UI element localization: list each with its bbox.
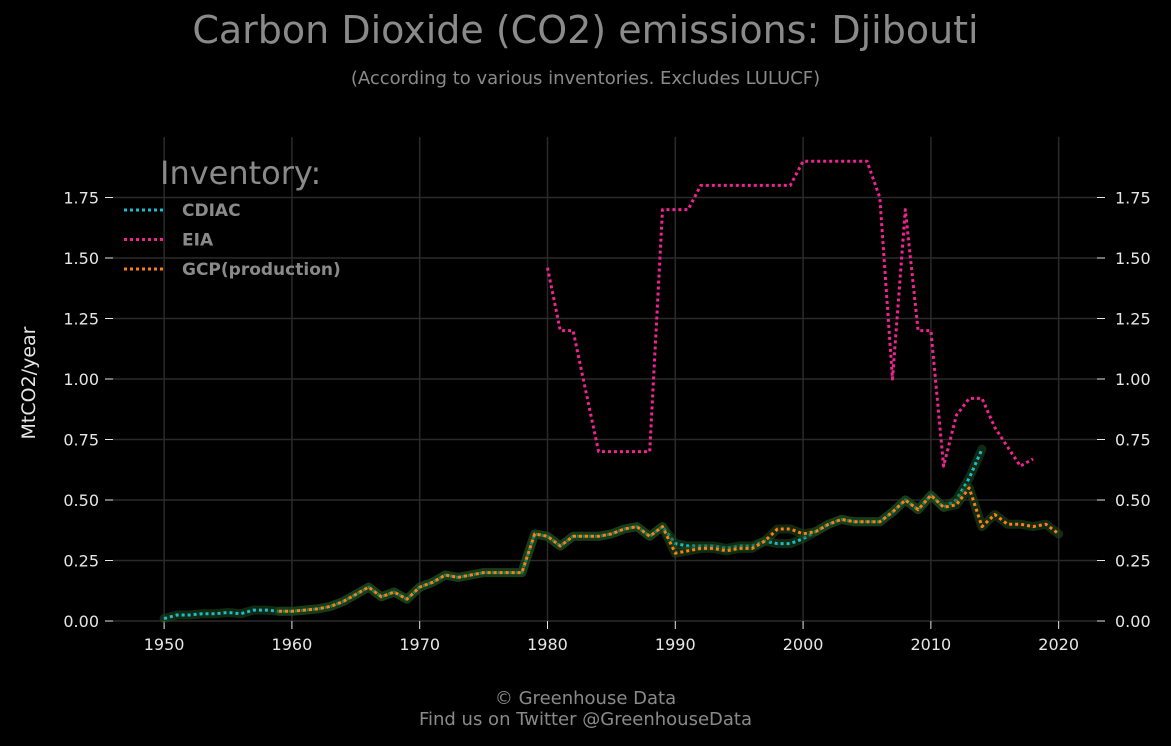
series-lines xyxy=(159,159,1064,624)
y-tick-label: 0.00 xyxy=(1115,612,1151,631)
y-tick-label: 0.25 xyxy=(63,552,99,571)
series-line xyxy=(279,486,1060,613)
y-tick-label: 0.75 xyxy=(1115,431,1151,450)
legend-label: EIA xyxy=(182,231,214,251)
y-tick-label: 0.25 xyxy=(1115,552,1151,571)
y-axis-right: 0.00 0.25 0.50 0.75 1.00 1.25 1.50 1.75 xyxy=(1097,189,1151,631)
legend: Inventory: CDIAC EIA GCP(production) xyxy=(124,154,341,280)
y-tick-label: 1.75 xyxy=(63,189,99,208)
y-tick-label: 0.50 xyxy=(1115,491,1151,510)
x-tick-label: 1960 xyxy=(272,635,313,654)
x-axis: 1950 1960 1970 1980 1990 2000 2010 2020 xyxy=(144,621,1079,654)
x-tick-label: 1980 xyxy=(527,635,568,654)
legend-label: GCP(production) xyxy=(182,260,341,280)
y-tick-label: 0.00 xyxy=(63,612,99,631)
y-tick-label: 1.75 xyxy=(1115,189,1151,208)
y-tick-label: 1.00 xyxy=(1115,370,1151,389)
y-tick-label: 1.00 xyxy=(63,370,99,389)
x-tick-label: 1970 xyxy=(399,635,440,654)
legend-label: CDIAC xyxy=(182,201,241,221)
chart-title: Carbon Dioxide (CO2) emissions: Djibouti xyxy=(192,8,979,52)
y-tick-label: 1.25 xyxy=(1115,310,1151,329)
y-tick-label: 1.50 xyxy=(63,249,99,268)
legend-title: Inventory: xyxy=(160,154,321,192)
y-tick-label: 0.75 xyxy=(63,431,99,450)
footer-copyright: © Greenhouse Data xyxy=(494,688,677,709)
y-axis-label: MtCO2/year xyxy=(18,326,40,439)
x-tick-label: 2000 xyxy=(783,635,824,654)
series-line xyxy=(546,159,1034,468)
y-tick-label: 1.50 xyxy=(1115,249,1151,268)
x-tick-label: 2020 xyxy=(1038,635,1079,654)
x-tick-label: 1950 xyxy=(144,635,185,654)
footer-twitter: Find us on Twitter @GreenhouseData xyxy=(418,709,753,730)
y-tick-label: 1.25 xyxy=(63,310,99,329)
grid xyxy=(113,137,1097,622)
chart-subtitle: (According to various inventories. Exclu… xyxy=(350,68,821,89)
y-axis-left: 0.00 0.25 0.50 0.75 1.00 1.25 1.50 1.75 xyxy=(63,189,113,631)
y-tick-label: 0.50 xyxy=(63,491,99,510)
x-tick-label: 2010 xyxy=(911,635,952,654)
x-tick-label: 1990 xyxy=(655,635,696,654)
